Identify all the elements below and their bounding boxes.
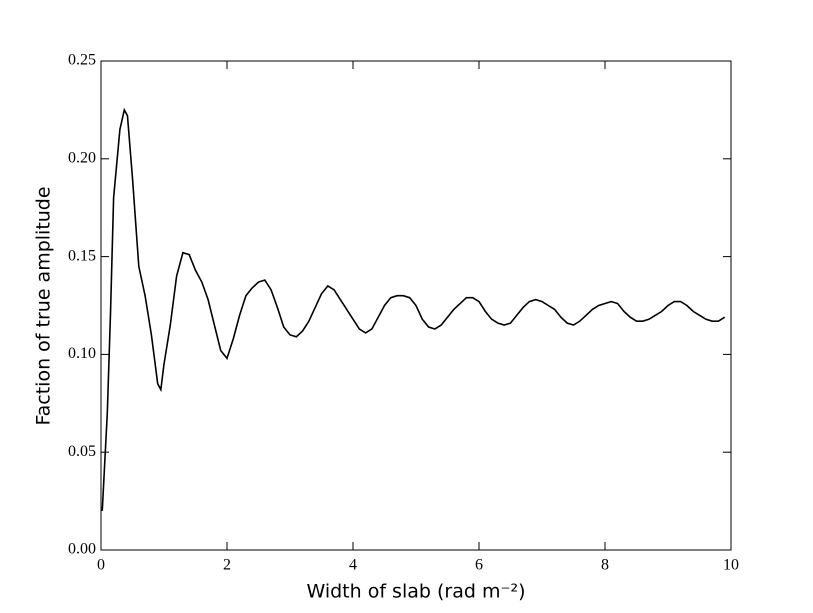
y-axis-label: Faction of true amplitude [33,186,55,425]
plot-frame [100,60,732,551]
x-tick-label: 8 [601,557,609,574]
x-tick-label: 10 [723,557,739,574]
y-tick-label: 0.05 [68,443,96,460]
y-tick-label: 0.25 [68,52,96,69]
y-tick-label: 0.10 [68,345,96,362]
line [101,107,726,511]
x-tick-label: 2 [223,557,231,574]
x-axis-label: Width of slab (rad m⁻²) [306,581,525,603]
x-tick-label: 0 [97,557,105,574]
y-tick-label: 0.20 [68,149,96,166]
y-tick-label: 0.15 [68,247,96,264]
x-tick-label: 4 [349,557,357,574]
y-tick-label: 0.00 [68,541,96,558]
x-tick-label: 6 [475,557,483,574]
